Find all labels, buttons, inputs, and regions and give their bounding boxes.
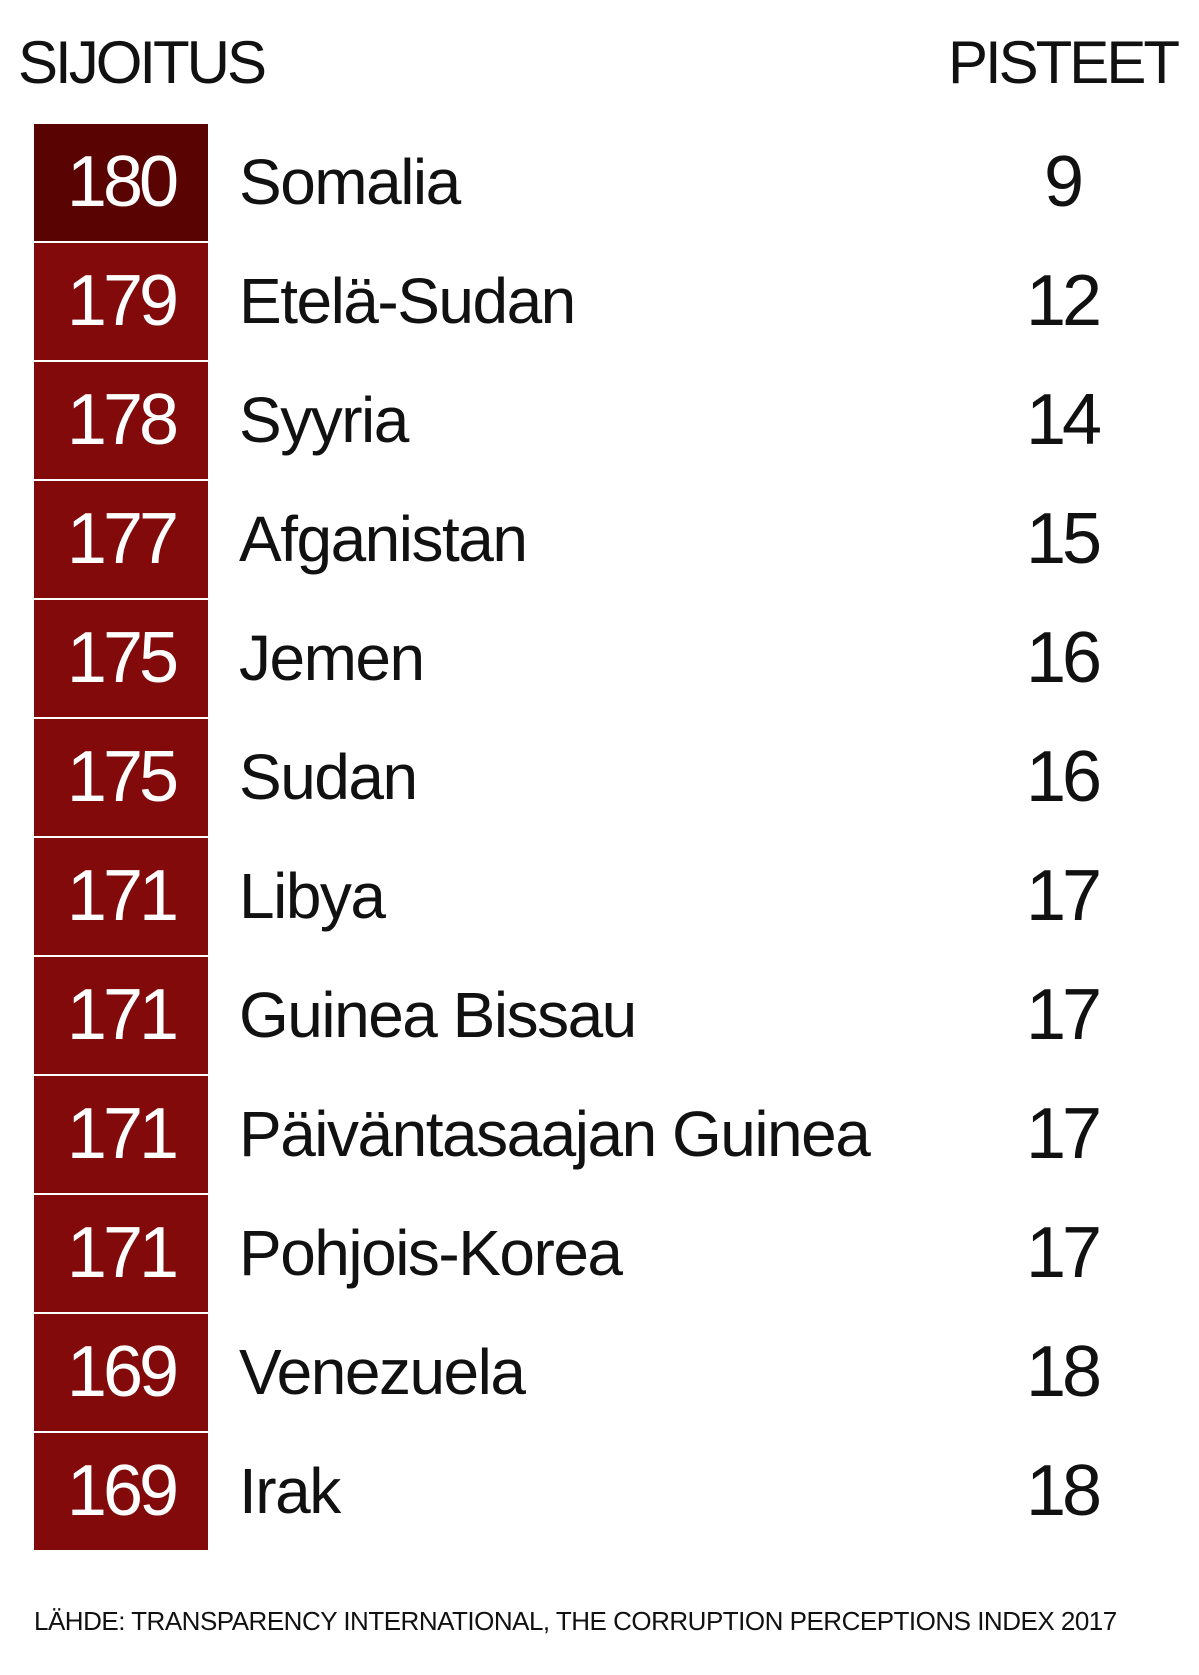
- rank-cell: 171: [34, 838, 208, 957]
- rank-cell: 171: [34, 1195, 208, 1314]
- country-cell: Venezuela: [239, 1336, 526, 1408]
- score-cell: 17: [1025, 856, 1102, 936]
- rank-cell: 171: [34, 957, 208, 1076]
- table-row: 171 Libya 17: [34, 838, 1184, 957]
- source-note: LÄHDE: TRANSPARENCY INTERNATIONAL, THE C…: [34, 1606, 1117, 1636]
- score-cell: 14: [1025, 380, 1102, 460]
- country-cell: Guinea Bissau: [239, 979, 637, 1051]
- rank-cell: 169: [34, 1314, 208, 1433]
- score-cell: 17: [1025, 1094, 1102, 1174]
- rank-cell: 177: [34, 481, 208, 600]
- score-header: PISTEET: [947, 29, 1180, 96]
- ranking-table: 180 Somalia 9 179 Etelä-Sudan 12 178 Syyria 14 17…: [34, 124, 1184, 1552]
- table-row: 169 Irak 18: [34, 1433, 1184, 1552]
- country-cell: Jemen: [239, 622, 425, 694]
- table-row: 178 Syyria 14: [34, 362, 1184, 481]
- country-cell: Somalia: [239, 146, 461, 218]
- table-row: 171 Guinea Bissau 17: [34, 957, 1184, 1076]
- rank-cell: 175: [34, 600, 208, 719]
- country-cell: Etelä-Sudan: [239, 265, 576, 337]
- country-cell: Afganistan: [239, 503, 528, 575]
- rank-cell: 179: [34, 243, 208, 362]
- rank-cell: 180: [34, 124, 208, 243]
- rank-cell: 178: [34, 362, 208, 481]
- rank-header: SIJOITUS: [18, 29, 267, 96]
- country-cell: Päiväntasaajan Guinea: [239, 1098, 871, 1170]
- score-cell: 16: [1025, 737, 1102, 817]
- score-cell: 9: [1043, 142, 1084, 222]
- country-cell: Pohjois-Korea: [239, 1217, 623, 1289]
- table-row: 175 Jemen 16: [34, 600, 1184, 719]
- score-cell: 15: [1025, 499, 1102, 579]
- table-row: 171 Päiväntasaajan Guinea 17: [34, 1076, 1184, 1195]
- country-cell: Syyria: [239, 384, 409, 456]
- score-cell: 18: [1025, 1332, 1102, 1412]
- table-row: 171 Pohjois-Korea 17: [34, 1195, 1184, 1314]
- score-cell: 17: [1025, 1213, 1102, 1293]
- score-cell: 12: [1025, 261, 1102, 341]
- table-row: 169 Venezuela 18: [34, 1314, 1184, 1433]
- table-row: 179 Etelä-Sudan 12: [34, 243, 1184, 362]
- table-row: 175 Sudan 16: [34, 719, 1184, 838]
- table-row: 180 Somalia 9: [34, 124, 1184, 243]
- country-cell: Sudan: [239, 741, 418, 813]
- table-row: 177 Afganistan 15: [34, 481, 1184, 600]
- rank-cell: 169: [34, 1433, 208, 1552]
- rank-cell: 175: [34, 719, 208, 838]
- score-cell: 17: [1025, 975, 1102, 1055]
- score-cell: 18: [1025, 1451, 1102, 1531]
- country-cell: Irak: [239, 1455, 341, 1527]
- rank-cell: 171: [34, 1076, 208, 1195]
- score-cell: 16: [1025, 618, 1102, 698]
- country-cell: Libya: [239, 860, 386, 932]
